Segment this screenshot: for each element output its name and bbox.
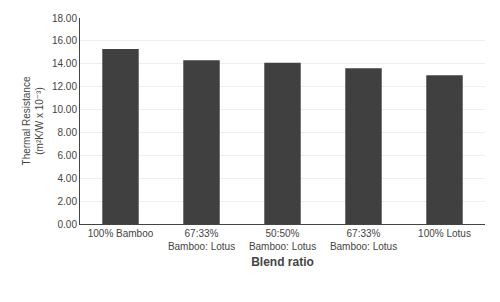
svg-text:18.00: 18.00 — [52, 13, 77, 24]
svg-text:Thermal Resistance(m²K/W x 10⁻: Thermal Resistance(m²K/W x 10⁻³) — [21, 76, 45, 165]
svg-text:Blend ratio: Blend ratio — [251, 255, 314, 269]
svg-text:12.00: 12.00 — [52, 81, 77, 92]
svg-text:100% Bamboo: 100% Bamboo — [88, 228, 154, 239]
svg-text:14.00: 14.00 — [52, 58, 77, 69]
svg-text:10.00: 10.00 — [52, 104, 77, 115]
svg-text:67:33%Bamboo: Lotus: 67:33%Bamboo: Lotus — [330, 228, 397, 252]
svg-text:8.00: 8.00 — [58, 127, 78, 138]
svg-text:6.00: 6.00 — [58, 150, 78, 161]
svg-text:67:33%Bamboo: Lotus: 67:33%Bamboo: Lotus — [168, 228, 235, 252]
svg-text:2.00: 2.00 — [58, 196, 78, 207]
svg-text:100% Lotus: 100% Lotus — [418, 228, 471, 239]
svg-text:4.00: 4.00 — [58, 173, 78, 184]
svg-text:0.00: 0.00 — [58, 219, 78, 230]
svg-text:50:50%Bamboo: Lotus: 50:50%Bamboo: Lotus — [249, 228, 316, 252]
svg-text:16.00: 16.00 — [52, 35, 77, 46]
